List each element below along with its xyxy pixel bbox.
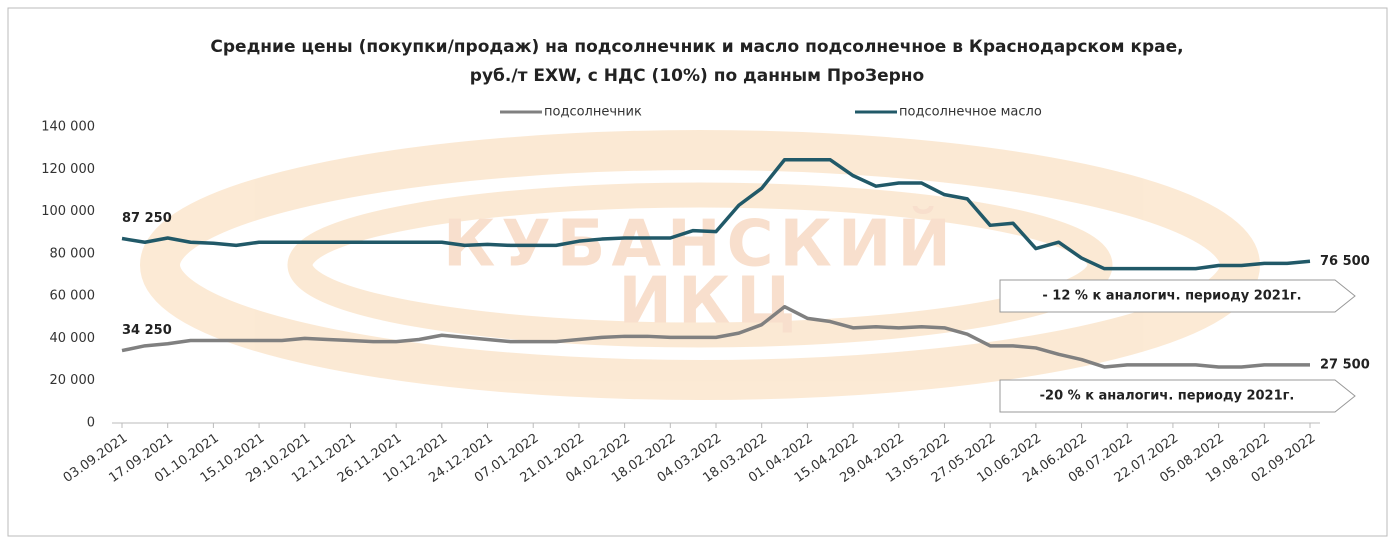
data-label: 34 250 [122,323,172,338]
y-tick-label: 20 000 [50,373,96,388]
data-label: 27 500 [1320,357,1370,372]
annotation: - 12 % к аналогич. периоду 2021г. [1042,289,1301,304]
chart-title: руб./т EXW, с НДС (10%) по данным ПроЗер… [470,66,924,86]
y-tick-label: 120 000 [41,162,95,177]
y-tick-label: 140 000 [41,120,95,135]
legend-label: подсолнечник [544,105,642,120]
y-tick-label: 60 000 [50,289,96,304]
data-label: 76 500 [1320,254,1370,269]
legend-label: подсолнечное масло [899,105,1042,120]
y-tick-label: 40 000 [50,331,96,346]
y-tick-label: 80 000 [50,246,96,261]
chart-title: Средние цены (покупки/продаж) на подсолн… [210,37,1183,57]
data-label: 87 250 [122,211,172,226]
chart: КУБАНСКИЙ ИКЦ Средние цены (покупки/прод… [0,0,1395,544]
y-tick-label: 100 000 [41,204,95,219]
annotation: -20 % к аналогич. периоду 2021г. [1040,389,1295,404]
watermark-text: ИКЦ [618,265,801,339]
y-tick-label: 0 [87,416,95,431]
